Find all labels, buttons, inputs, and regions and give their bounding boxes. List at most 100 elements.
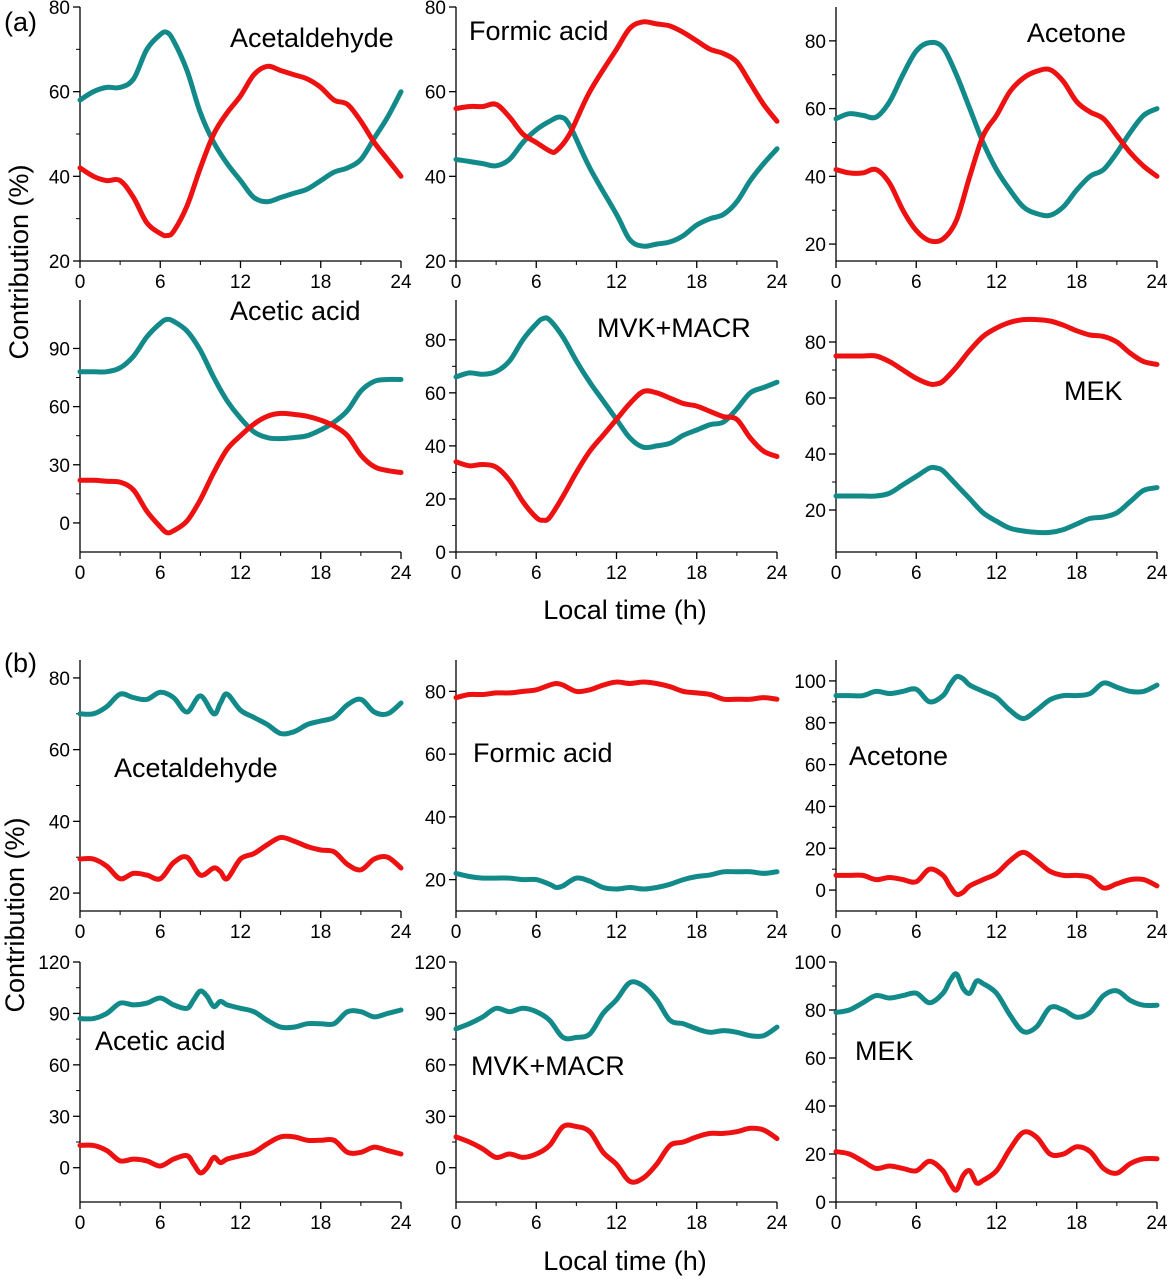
series-line-teal — [453, 979, 780, 1042]
y-tick-label: 40 — [49, 167, 70, 188]
series-line-red — [453, 388, 780, 523]
chart-panel-a-1: 0 6 12 18 24 20 40 60 80 Acetaldehyde — [49, 0, 412, 293]
chart-title: MVK+MACR — [597, 313, 751, 343]
x-tick-label: 6 — [911, 563, 922, 584]
x-tick-label: 18 — [686, 922, 707, 943]
chart-title: Acetic acid — [95, 1026, 226, 1056]
y-tick-label: 60 — [805, 389, 826, 410]
x-tick-label: 6 — [155, 922, 166, 943]
chart-title: Acetaldehyde — [114, 753, 278, 783]
x-tick-label: 18 — [310, 922, 331, 943]
chart-panel-b-1: 0 6 12 18 24 20 40 60 80 Acetaldehyde — [49, 660, 412, 943]
y-tick-label: 20 — [425, 871, 446, 892]
x-tick-label: 6 — [531, 272, 542, 293]
x-tick-label: 0 — [75, 272, 86, 293]
series-line-teal — [453, 315, 780, 451]
y-tick-label: 40 — [805, 445, 826, 466]
x-tick-label: 6 — [531, 922, 542, 943]
series-line-teal — [77, 29, 404, 205]
y-tick-label: 30 — [425, 1107, 446, 1128]
series-line-teal — [77, 316, 404, 442]
x-tick-label: 6 — [531, 563, 542, 584]
y-tick-label: 0 — [435, 1159, 446, 1180]
x-tick-label: 18 — [686, 272, 707, 293]
y-tick-label: 30 — [49, 456, 70, 477]
x-tick-label: 18 — [686, 563, 707, 584]
series-line-teal — [833, 39, 1160, 219]
x-tick-label: 0 — [75, 1213, 86, 1234]
chart-title: Formic acid — [473, 738, 613, 768]
x-tick-label: 0 — [451, 922, 462, 943]
y-tick-label: 20 — [425, 252, 446, 273]
series-line-teal — [77, 988, 404, 1031]
y-tick-label: 40 — [805, 1097, 826, 1118]
x-tick-label: 18 — [310, 1213, 331, 1234]
x-tick-label: 12 — [986, 1213, 1007, 1234]
y-tick-label: 60 — [49, 83, 70, 104]
y-tick-label: 90 — [425, 1004, 446, 1025]
chart-panel-b-4: 0 6 12 18 24 0 30 60 90 120 Acetic acid — [38, 953, 412, 1234]
panel-label-a: (a) — [4, 7, 37, 37]
x-tick-label: 0 — [831, 563, 842, 584]
chart-title: Acetic acid — [230, 296, 361, 326]
y-tick-label: 40 — [49, 812, 70, 833]
y-tick-label: 80 — [425, 0, 446, 19]
y-tick-label: 60 — [49, 398, 70, 419]
x-axis-label-b: Local time (h) — [543, 1246, 707, 1276]
y-tick-label: 80 — [425, 682, 446, 703]
chart-panel-b-6: 0 6 12 18 24 0 20 40 60 80 100 MEK — [794, 953, 1168, 1234]
x-tick-label: 24 — [1146, 563, 1168, 584]
y-tick-label: 20 — [49, 252, 70, 273]
y-tick-label: 80 — [805, 714, 826, 735]
x-tick-label: 12 — [986, 272, 1007, 293]
series-line-red — [77, 1133, 404, 1176]
chart-title: MEK — [1064, 376, 1123, 406]
x-tick-label: 24 — [1146, 1213, 1168, 1234]
x-tick-label: 18 — [310, 563, 331, 584]
x-tick-label: 18 — [1066, 563, 1087, 584]
x-tick-label: 0 — [451, 1213, 462, 1234]
y-tick-label: 60 — [49, 741, 70, 762]
y-tick-label: 60 — [425, 745, 446, 766]
y-tick-label: 100 — [794, 953, 826, 974]
series-line-teal — [833, 464, 1160, 536]
series-line-teal — [833, 971, 1160, 1035]
x-tick-label: 6 — [155, 563, 166, 584]
x-tick-label: 24 — [766, 1213, 788, 1234]
y-tick-label: 120 — [414, 953, 446, 974]
y-tick-label: 30 — [49, 1107, 70, 1128]
chart-title: MEK — [855, 1036, 914, 1066]
series-line-teal — [833, 673, 1160, 722]
y-tick-label: 0 — [435, 543, 446, 564]
x-tick-label: 0 — [831, 272, 842, 293]
y-tick-label: 20 — [805, 235, 826, 256]
y-tick-label: 20 — [805, 501, 826, 522]
x-tick-label: 18 — [686, 1213, 707, 1234]
x-tick-label: 12 — [230, 272, 251, 293]
y-tick-label: 40 — [805, 797, 826, 818]
x-tick-label: 12 — [606, 563, 627, 584]
chart-panel-a-4: 0 6 12 18 24 0 30 60 90 Acetic acid — [49, 296, 412, 584]
y-tick-label: 0 — [59, 514, 70, 535]
y-tick-label: 120 — [38, 953, 70, 974]
chart-panel-b-2: 0 6 12 18 24 20 40 60 80 Formic acid — [425, 660, 788, 943]
y-tick-label: 60 — [425, 384, 446, 405]
y-tick-label: 60 — [425, 83, 446, 104]
y-tick-label: 20 — [49, 884, 70, 905]
y-tick-label: 80 — [805, 333, 826, 354]
series-line-red — [833, 1129, 1160, 1193]
y-tick-label: 80 — [805, 32, 826, 53]
y-tick-label: 20 — [425, 490, 446, 511]
x-tick-label: 24 — [766, 563, 788, 584]
y-tick-label: 80 — [49, 0, 70, 19]
y-tick-label: 40 — [805, 167, 826, 188]
series-line-red — [453, 19, 780, 156]
series-line-red — [77, 410, 404, 536]
x-tick-label: 0 — [831, 922, 842, 943]
chart-panel-a-2: 0 6 12 18 24 20 40 60 80 Formic acid — [425, 0, 788, 293]
chart-panel-b-5: 0 6 12 18 24 0 30 60 90 120 MVK+MACR — [414, 953, 788, 1234]
x-tick-label: 0 — [75, 922, 86, 943]
x-tick-label: 6 — [531, 1213, 542, 1234]
